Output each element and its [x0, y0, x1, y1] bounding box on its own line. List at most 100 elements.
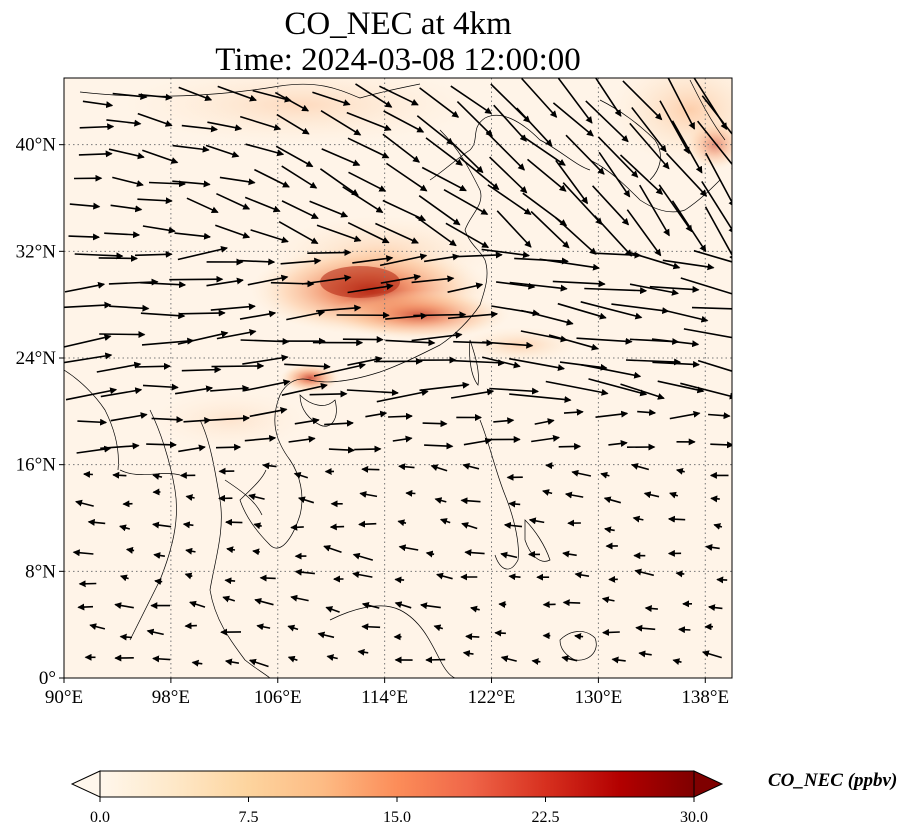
wind-arrow [309, 200, 349, 218]
wind-arrow [134, 250, 173, 258]
wind-arrow [503, 521, 523, 529]
wind-arrow [552, 280, 606, 288]
wind-arrow [242, 354, 289, 365]
wind-arrow [359, 491, 378, 498]
wind-arrow [628, 251, 681, 270]
wind-arrow [489, 156, 528, 194]
wind-arrow [697, 359, 732, 372]
wind-arrow [482, 356, 521, 369]
wind-arrow [436, 572, 453, 580]
wind-arrow [365, 410, 388, 418]
wind-arrow [215, 224, 251, 239]
wind-arrow [595, 410, 629, 418]
wind-arrow [463, 437, 493, 446]
wind-arrow [574, 632, 584, 640]
lat-tick-label: 24°N [16, 348, 57, 369]
wind-arrow [328, 446, 355, 454]
lat-tick-label: 8°N [25, 561, 56, 582]
wind-arrow [662, 259, 715, 271]
wind-arrow [710, 495, 720, 503]
colorbar-tick-label: 22.5 [532, 809, 560, 826]
wind-arrow [626, 209, 662, 257]
wind-arrow [354, 445, 382, 453]
wind-arrow [576, 337, 633, 345]
map-frame [63, 77, 733, 679]
wind-arrow [574, 571, 590, 579]
wind-arrow [634, 568, 654, 577]
wind-arrow [423, 253, 460, 263]
wind-arrow [608, 440, 628, 447]
wind-arrow [680, 277, 732, 295]
wind-arrow [352, 255, 394, 264]
wind-arrow [379, 85, 419, 106]
lon-tick-label: 122°E [468, 687, 516, 708]
wind-arrow [89, 623, 106, 630]
wind-arrow [142, 149, 179, 164]
wind-arrow [495, 281, 536, 290]
wind-arrow [329, 523, 345, 531]
wind-arrow [287, 655, 298, 663]
wind-arrow [485, 131, 526, 171]
wind-arrow [392, 435, 413, 443]
wind-arrow [376, 389, 429, 403]
colorbar-gradient [99, 770, 695, 798]
wind-arrow [152, 655, 171, 663]
wind-arrow [254, 168, 290, 188]
wind-arrow [464, 549, 485, 557]
wind-arrow [552, 102, 594, 137]
wind-arrow [185, 494, 195, 501]
wind-arrow [481, 248, 530, 259]
wind-arrow [662, 309, 709, 323]
wind-arrow [704, 206, 732, 262]
wind-arrow [462, 650, 474, 658]
wind-arrow [209, 414, 250, 422]
wind-arrow [500, 551, 518, 559]
wind-arrow [470, 605, 480, 613]
wind-arrow [462, 462, 480, 470]
wind-arrow [635, 624, 656, 632]
wind-arrow [657, 380, 705, 394]
wind-arrow [256, 623, 271, 631]
wind-arrow [77, 603, 94, 611]
wind-arrow [447, 282, 484, 293]
wind-arrow [357, 648, 369, 656]
wind-arrow [385, 339, 436, 347]
map-gridlines [64, 78, 732, 678]
wind-arrow [172, 144, 210, 153]
wind-arrow [361, 601, 380, 609]
wind-arrow [450, 85, 493, 115]
lat-tick-label: 0° [39, 668, 56, 689]
wind-arrow [253, 522, 262, 530]
wind-arrow [177, 245, 228, 261]
wind-arrow [708, 412, 731, 420]
wind-arrow [262, 462, 277, 470]
wind-arrow [186, 197, 219, 214]
wind-arrow [207, 121, 243, 132]
wind-arrow [594, 251, 642, 259]
lon-tick-label: 98°E [152, 687, 190, 708]
wind-arrow [454, 251, 503, 259]
wind-arrow [245, 143, 285, 157]
wind-arrow [286, 309, 326, 321]
wind-arrow [658, 184, 693, 233]
wind-arrow [580, 363, 642, 379]
wind-arrow [78, 150, 113, 158]
wind-arrow [252, 89, 292, 103]
wind-arrow [649, 285, 700, 293]
wind-arrow [276, 113, 310, 135]
wind-arrow [98, 254, 138, 262]
wind-arrow [447, 310, 499, 320]
wind-arrow [191, 659, 203, 667]
wind-arrow [346, 111, 392, 131]
wind-arrow [64, 352, 113, 364]
wind-arrow [184, 622, 197, 630]
wind-arrow [411, 275, 455, 284]
wind-arrow [248, 658, 269, 668]
wind-arrow [278, 221, 319, 245]
wind-arrow [189, 600, 206, 608]
wind-arrow [619, 154, 664, 195]
wind-arrow [716, 576, 728, 584]
wind-arrow [585, 100, 629, 143]
wind-arrow [77, 418, 108, 426]
wind-arrow [558, 442, 582, 450]
